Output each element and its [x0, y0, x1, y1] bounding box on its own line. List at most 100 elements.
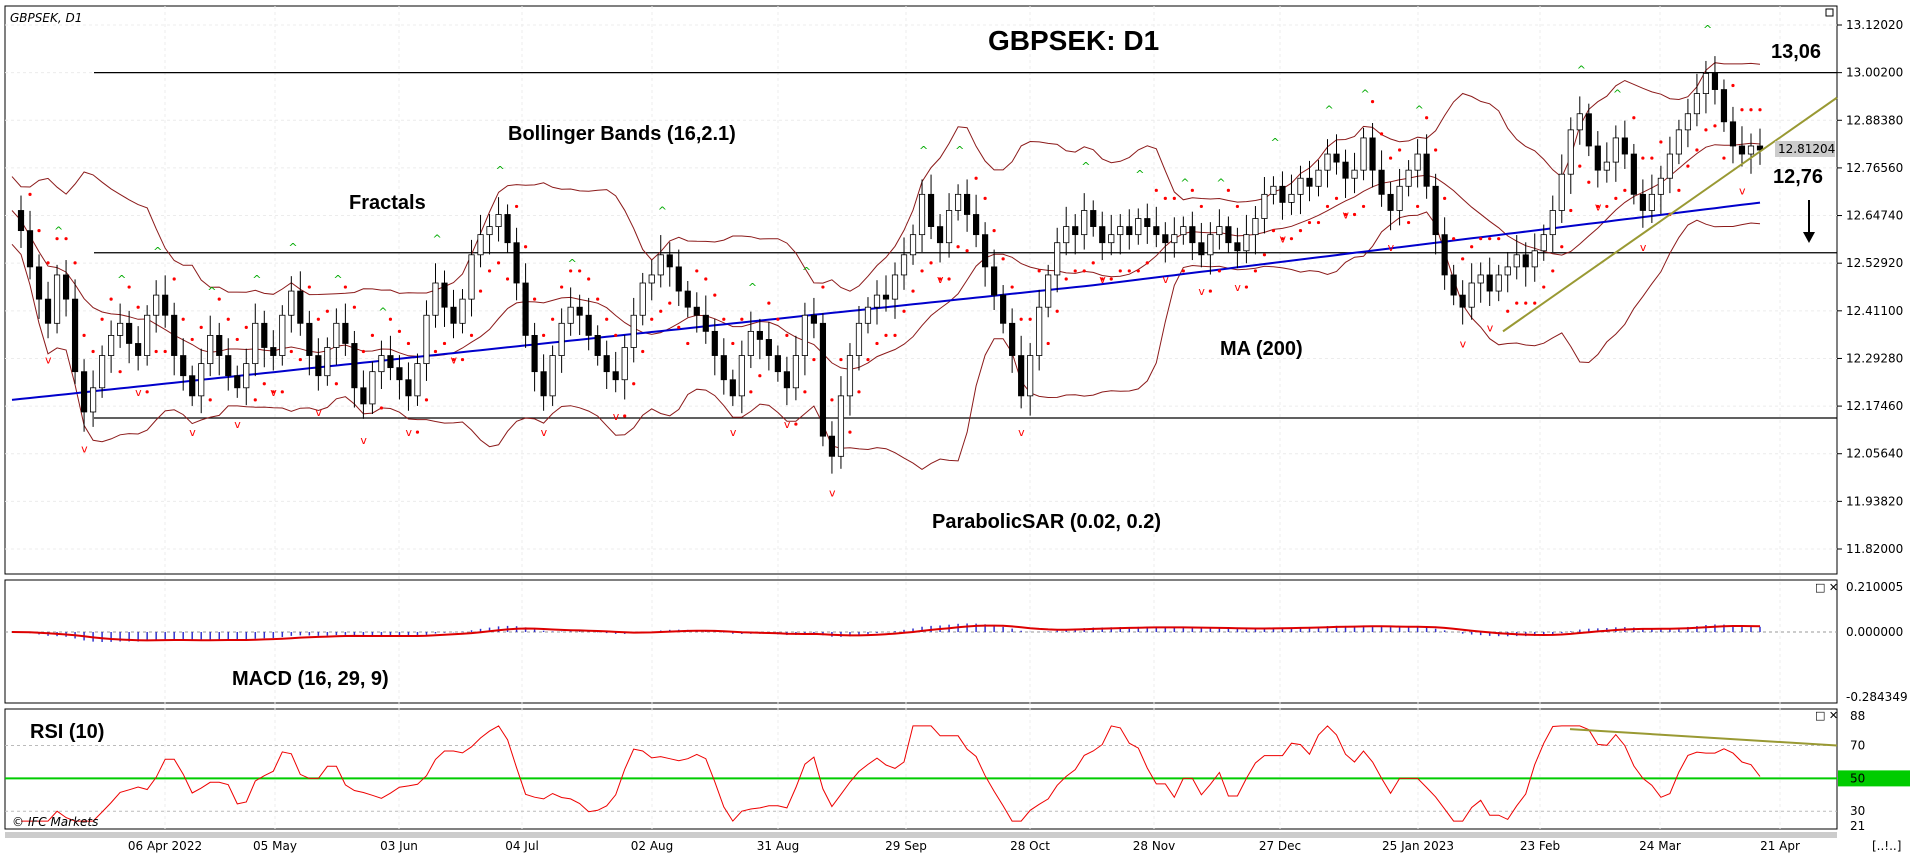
candle-body [405, 379, 412, 397]
sar-dot [253, 398, 257, 402]
candle-body [117, 322, 124, 336]
candle-body [1324, 153, 1331, 171]
sar-dot [1677, 188, 1681, 192]
candle-body [1450, 274, 1457, 296]
sar-dot [1488, 237, 1492, 241]
sar-dot [1704, 128, 1708, 132]
price-axis: 13.12020 13.00200 12.88380 12.76560 12.64740… [1837, 18, 1903, 556]
fractal-up-icon: ^ [252, 273, 261, 286]
rsi-panel-controls-icon[interactable]: □ ✕ [1815, 709, 1838, 722]
sar-dot [857, 390, 861, 394]
sar-dot [911, 289, 915, 293]
sar-dot [1289, 237, 1294, 241]
candle-body [936, 226, 944, 244]
sar-dot [848, 430, 852, 434]
candle-body [1045, 274, 1052, 308]
candle-body [927, 193, 935, 227]
sar-dot [289, 349, 293, 354]
candle-body [729, 379, 736, 397]
sar-dot [974, 176, 978, 180]
candle-body [603, 355, 610, 373]
candle-body [80, 371, 88, 413]
fractal-down-icon: v [315, 406, 322, 419]
sar-dot [551, 317, 555, 321]
rsi-line [21, 725, 1761, 822]
candle-body [648, 274, 655, 284]
candlesticks [17, 56, 1764, 474]
candle-body [44, 298, 52, 324]
fractal-down-icon: v [405, 426, 412, 439]
candle-body [297, 290, 304, 324]
trendline [1502, 96, 1838, 333]
candle-body [26, 230, 34, 268]
bollinger-lower [11, 211, 1761, 471]
candle-body [1576, 113, 1583, 131]
sar-dot [1127, 269, 1131, 273]
candle-body [1684, 113, 1692, 131]
fractal-up-icon: ^ [1325, 104, 1334, 117]
sar-dot [1100, 277, 1104, 281]
sar-dot [415, 430, 420, 434]
sar-dot [460, 357, 465, 362]
sar-dot [1650, 156, 1654, 160]
sar-dot [496, 261, 501, 265]
candle-body [720, 355, 727, 381]
rsi-axis-label: 21 [1850, 819, 1865, 833]
fractal-up-icon: ^ [1180, 176, 1189, 189]
macd-axis-label: 0.210005 [1846, 580, 1903, 594]
sar-dot [938, 277, 942, 281]
candle-body [1342, 161, 1349, 179]
macd-panel-controls-icon[interactable]: □ ✕ [1815, 581, 1838, 594]
candle-body [243, 363, 250, 389]
macd-panel [4, 579, 1838, 704]
sar-dot [803, 390, 807, 394]
sar-dot [1091, 261, 1095, 265]
candle-body [441, 282, 448, 308]
main-panel-maximize-icon[interactable] [1825, 8, 1834, 17]
sar-dot [1271, 229, 1276, 233]
candle-body [369, 371, 376, 405]
sar-dot [758, 374, 762, 378]
rsi-panel [4, 708, 1838, 830]
candle-body [1054, 242, 1061, 276]
sar-dot [641, 349, 645, 354]
candle-body [1090, 210, 1097, 227]
target-low-label: 12,76 [1773, 166, 1823, 188]
candle-body [450, 306, 457, 324]
sar-dot [659, 309, 663, 313]
corner-label[interactable]: [..!..] [1872, 839, 1901, 853]
candle-body [1234, 242, 1241, 252]
chart-title: GBPSEK: D1 [988, 25, 1159, 56]
date-tick-label: 03 Jun [380, 839, 418, 853]
bollinger-label: Bollinger Bands (16,2.1) [508, 123, 736, 145]
sar-dot [361, 349, 366, 354]
macd-axis-label: 0.000000 [1846, 625, 1903, 639]
candle-body [1585, 113, 1592, 147]
date-tick-label: 23 Feb [1520, 839, 1560, 853]
sar-dot [1551, 269, 1555, 273]
rsi-50-tag [1838, 770, 1910, 787]
candle-body [756, 330, 763, 340]
sar-dot [1019, 317, 1023, 321]
candle-body [1558, 173, 1565, 211]
candle-body [639, 282, 646, 316]
candle-body [432, 282, 439, 316]
candle-body [1432, 185, 1439, 236]
candle-body [855, 322, 863, 356]
candle-body [1378, 169, 1385, 195]
sar-dot [866, 357, 870, 362]
sar-dot [677, 325, 681, 329]
sar-dot [1388, 156, 1393, 160]
target-high-label: 13,06 [1771, 41, 1821, 63]
sar-dot [505, 277, 510, 281]
candle-body [837, 395, 845, 457]
fractal-down-icon: v [360, 434, 367, 447]
price-tick-label: 12.52920 [1846, 256, 1903, 270]
price-tick-label: 12.17460 [1846, 399, 1903, 413]
fractal-up-icon: ^ [802, 265, 811, 278]
sar-dot [1073, 269, 1077, 273]
sar-dot [145, 390, 149, 394]
sar-dot [172, 277, 176, 281]
sar-dot [1560, 245, 1564, 249]
candle-body [585, 314, 592, 336]
